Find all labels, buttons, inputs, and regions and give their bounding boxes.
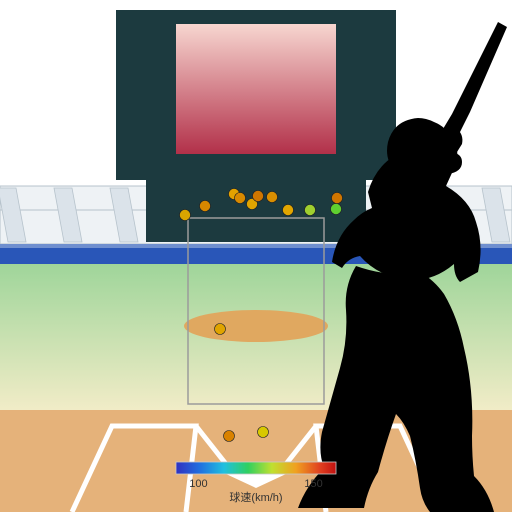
legend-label: 球速(km/h) [229, 490, 282, 504]
pitch-marker [283, 205, 294, 216]
pitch-marker [180, 210, 191, 221]
pitch-marker [215, 324, 226, 335]
pitch-marker [331, 204, 342, 215]
pitch-marker [253, 191, 264, 202]
pitch-marker [267, 192, 278, 203]
pitch-marker [235, 193, 246, 204]
pitch-marker [332, 193, 343, 204]
pitch-marker [224, 431, 235, 442]
pitchers-mound [184, 310, 328, 342]
pitch-marker [200, 201, 211, 212]
legend-tick: 100 [189, 478, 207, 490]
pitch-marker [305, 205, 316, 216]
legend-tick: 150 [304, 478, 322, 490]
pitch-marker [258, 427, 269, 438]
scoreboard-screen [176, 24, 336, 154]
